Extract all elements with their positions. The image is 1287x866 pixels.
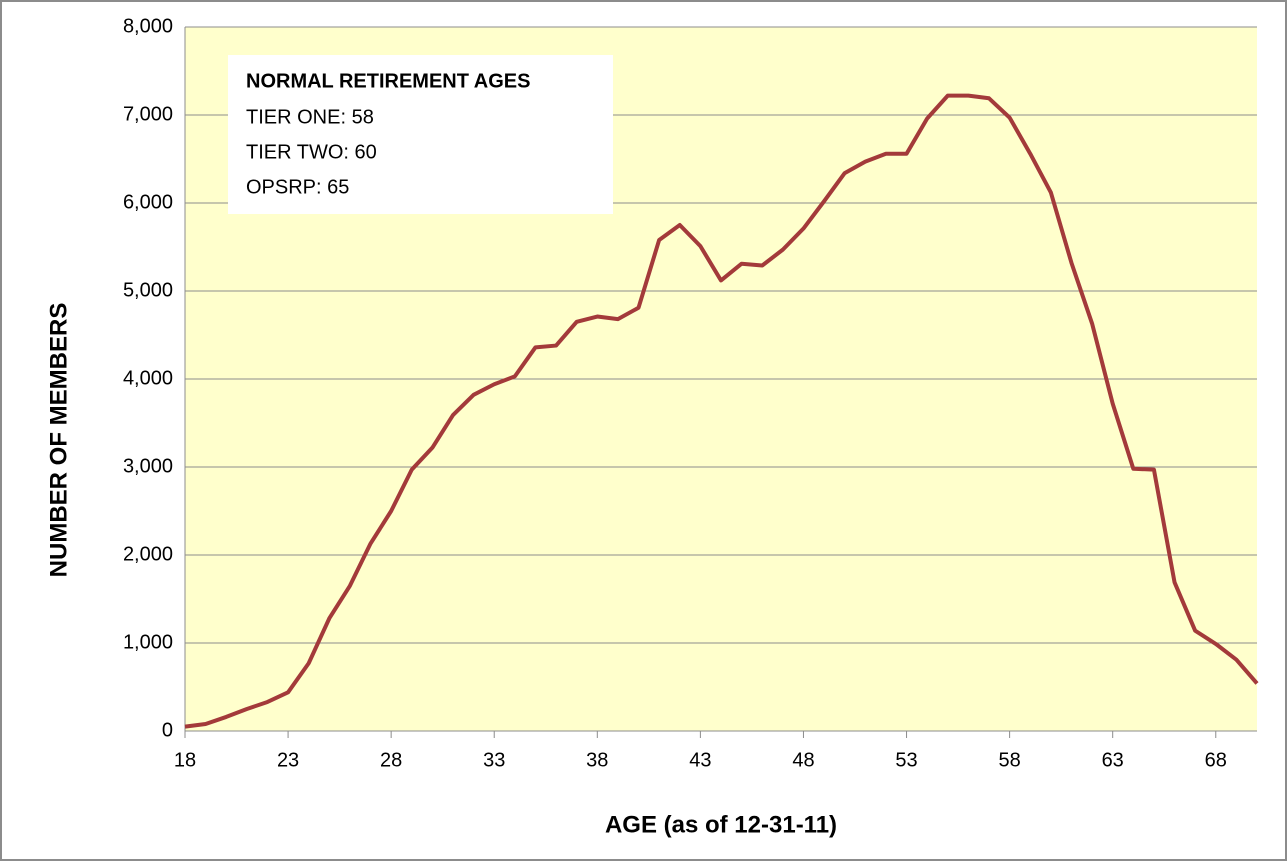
y-tick-label: 5,000 bbox=[123, 279, 173, 301]
x-tick-label: 68 bbox=[1205, 749, 1227, 771]
x-tick-label: 58 bbox=[998, 749, 1020, 771]
x-tick-label: 28 bbox=[380, 749, 402, 771]
x-tick-label: 33 bbox=[483, 749, 505, 771]
x-tick-label: 63 bbox=[1102, 749, 1124, 771]
y-tick-label: 6,000 bbox=[123, 191, 173, 213]
x-tick-label: 18 bbox=[174, 749, 196, 771]
y-axis-title: NUMBER OF MEMBERS bbox=[45, 303, 72, 578]
annotation-line: TIER ONE: 58 bbox=[246, 106, 374, 128]
y-tick-label: 3,000 bbox=[123, 455, 173, 477]
y-tick-label: 2,000 bbox=[123, 543, 173, 565]
x-tick-label: 23 bbox=[277, 749, 299, 771]
annotation-line: TIER TWO: 60 bbox=[246, 141, 377, 163]
y-tick-label: 8,000 bbox=[123, 15, 173, 37]
data-line bbox=[184, 93, 1259, 729]
y-tick-label: 7,000 bbox=[123, 103, 173, 125]
y-tick-label: 4,000 bbox=[123, 367, 173, 389]
y-tick-label: 1,000 bbox=[123, 631, 173, 653]
x-tick-label: 38 bbox=[586, 749, 608, 771]
x-axis-title: AGE (as of 12-31-11) bbox=[605, 811, 837, 838]
y-tick-label: 0 bbox=[162, 719, 173, 741]
x-tick-label: 48 bbox=[792, 749, 814, 771]
annotation-box bbox=[228, 55, 613, 214]
annotation-title: NORMAL RETIREMENT AGES bbox=[246, 70, 530, 92]
x-tick-label: 43 bbox=[689, 749, 711, 771]
annotation-line: OPSRP: 65 bbox=[246, 176, 349, 198]
x-tick-label: 53 bbox=[895, 749, 917, 771]
